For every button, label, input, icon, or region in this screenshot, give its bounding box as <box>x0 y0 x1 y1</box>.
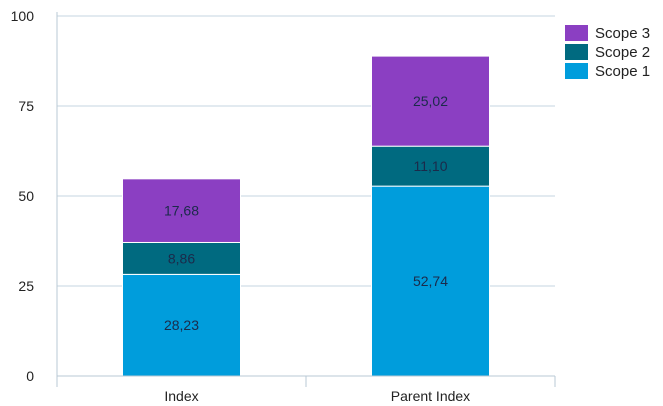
legend-swatch <box>565 25 588 41</box>
y-tick-label: 25 <box>18 278 34 294</box>
legend: Scope 3 Scope 2 Scope 1 <box>565 25 650 80</box>
bar-segment <box>371 55 490 147</box>
legend-label: Scope 1 <box>595 63 650 80</box>
data-label: 52,74 <box>413 273 448 289</box>
bar-segment <box>122 178 241 243</box>
data-label: 28,23 <box>164 317 199 333</box>
bar-segment <box>122 241 241 275</box>
y-tick-label: 75 <box>18 98 34 114</box>
legend-swatch <box>565 44 588 60</box>
y-axis: 0 25 50 75 100 <box>11 8 58 384</box>
data-label: 25,02 <box>413 93 448 109</box>
y-tick-label: 100 <box>11 8 35 24</box>
bar-segment <box>122 273 241 377</box>
x-tick-label: Parent Index <box>391 388 470 404</box>
data-label: 11,10 <box>414 158 448 174</box>
x-tick-label: Index <box>164 388 198 404</box>
x-axis: Index Parent Index <box>56 375 556 404</box>
legend-label: Scope 2 <box>595 44 650 61</box>
legend-swatch <box>565 63 588 79</box>
legend-label: Scope 3 <box>595 25 650 42</box>
y-tick-label: 50 <box>18 188 34 204</box>
data-label: 17,68 <box>164 203 199 219</box>
data-label: 8,86 <box>168 250 195 266</box>
y-tick-label: 0 <box>26 368 34 384</box>
bars: 28,23 8,86 17,68 52,74 11,10 25,02 <box>122 55 490 377</box>
